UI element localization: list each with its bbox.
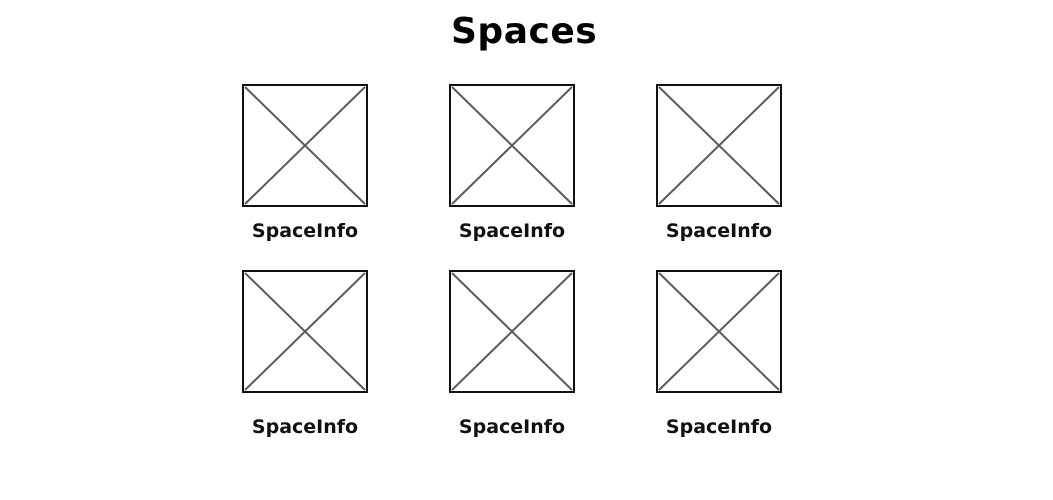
- image-placeholder-icon[interactable]: [242, 84, 368, 207]
- image-placeholder-icon[interactable]: [656, 84, 782, 207]
- image-placeholder-icon[interactable]: [449, 270, 575, 393]
- space-info-label[interactable]: SpaceInfo: [458, 416, 566, 438]
- space-card[interactable]: SpaceInfo: [449, 84, 575, 242]
- space-card[interactable]: SpaceInfo: [656, 270, 782, 438]
- space-info-label[interactable]: SpaceInfo: [665, 220, 773, 242]
- space-card[interactable]: SpaceInfo: [449, 270, 575, 438]
- space-info-label[interactable]: SpaceInfo: [251, 416, 359, 438]
- image-placeholder-icon[interactable]: [242, 270, 368, 393]
- image-placeholder-icon[interactable]: [656, 270, 782, 393]
- page-title: Spaces: [451, 11, 598, 52]
- space-info-label[interactable]: SpaceInfo: [251, 220, 359, 242]
- space-info-label[interactable]: SpaceInfo: [665, 416, 773, 438]
- space-info-label[interactable]: SpaceInfo: [458, 220, 566, 242]
- space-card[interactable]: SpaceInfo: [242, 270, 368, 438]
- image-placeholder-icon[interactable]: [449, 84, 575, 207]
- space-card[interactable]: SpaceInfo: [656, 84, 782, 242]
- space-card[interactable]: SpaceInfo: [242, 84, 368, 242]
